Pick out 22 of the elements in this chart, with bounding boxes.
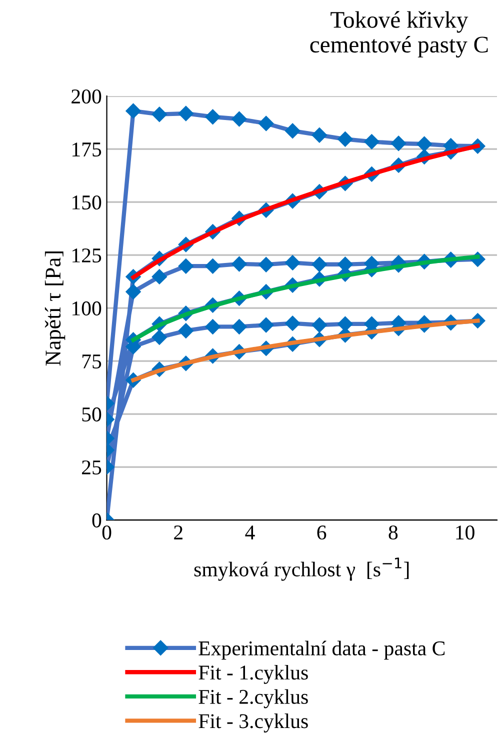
- y-tick-label: 125: [72, 248, 102, 263]
- x-tick-label: 6: [317, 526, 326, 540]
- y-tick-label: 175: [72, 142, 102, 157]
- x-tick-label: 10: [456, 525, 474, 540]
- x-tick-label: 2: [174, 526, 182, 540]
- legend-label: Fit - 2.cyklus: [198, 689, 308, 708]
- legend-label: Fit - 1.cyklus: [198, 664, 308, 684]
- y-tick-label: 200: [72, 89, 102, 104]
- x-tick-label: 4: [245, 526, 255, 540]
- y-tick-label: 100: [72, 301, 102, 316]
- x-tick-label: 8: [388, 525, 398, 540]
- x-axis-title: smyková rychlost γ [s$^{−1}$]: [194, 558, 409, 581]
- y-tick-label: 150: [72, 195, 102, 210]
- x-tick-label: 0: [102, 525, 112, 540]
- legend-label: Fit - 3.cyklus: [198, 714, 308, 732]
- y-tick-label: 50: [82, 407, 102, 422]
- y-tick-label: 25: [82, 460, 102, 474]
- y-tick-label: 0: [92, 513, 102, 528]
- y-tick-label: 75: [82, 354, 102, 368]
- legend-label: Experimentalní data - pasta C: [198, 640, 445, 660]
- y-axis-title: Napětí τ [Pa]: [44, 252, 66, 366]
- chart-title: Tokové křivky cementové pasty C: [310, 11, 488, 58]
